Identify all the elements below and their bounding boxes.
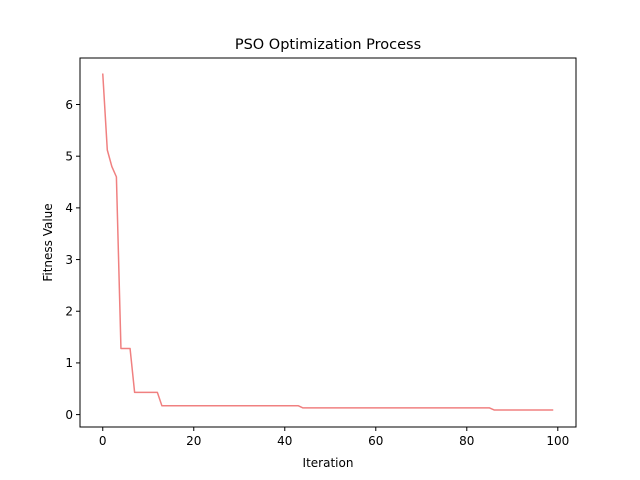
chart-title: PSO Optimization Process <box>235 37 421 53</box>
y-tick-label: 0 <box>65 408 73 422</box>
plot-frame <box>79 57 577 428</box>
x-tick-label: 40 <box>277 434 292 448</box>
x-tick-label: 100 <box>546 434 569 448</box>
y-tick-label: 4 <box>65 201 73 215</box>
y-tick-label: 2 <box>65 305 73 319</box>
y-tick-label: 5 <box>65 149 73 163</box>
x-tick-label: 80 <box>459 434 474 448</box>
x-axis-label: Iteration <box>303 456 354 470</box>
plot-area <box>102 73 554 411</box>
y-axis-label: Fitness Value <box>41 203 55 281</box>
x-tick-label: 0 <box>99 434 107 448</box>
x-axis: 0 20 40 60 80 100 <box>99 427 569 448</box>
y-tick-label: 1 <box>65 356 73 370</box>
y-tick-label: 6 <box>65 98 73 112</box>
y-tick-label: 3 <box>65 253 73 267</box>
x-tick-label: 20 <box>186 434 201 448</box>
series-line-0 <box>102 73 554 411</box>
x-tick-label: 60 <box>368 434 383 448</box>
y-axis: 0 1 2 3 4 5 6 <box>65 98 80 422</box>
